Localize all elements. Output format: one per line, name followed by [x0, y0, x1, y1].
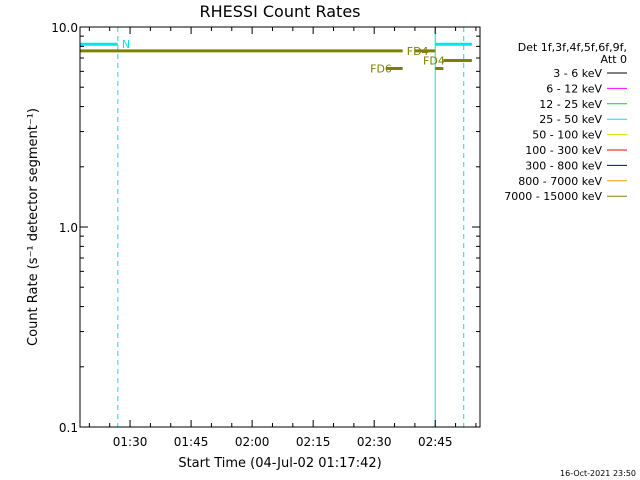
plot-area: N FD4 FD6 FD4 — [79, 27, 472, 427]
legend-entry-label: 3 - 6 keV — [553, 67, 602, 80]
x-tick-label: 02:30 — [357, 435, 392, 449]
x-tick-label: 01:30 — [113, 435, 148, 449]
annotation-label: FD4 — [423, 54, 445, 67]
legend-header: Det 1f,3f,4f,5f,6f,9f, — [518, 41, 627, 54]
chart-title: RHESSI Count Rates — [200, 2, 361, 21]
axes: 01:30 01:45 02:00 02:15 02:30 02:45 0.1 1.0 10.0 — [51, 21, 481, 449]
plot-frame — [79, 26, 481, 428]
legend-entry-label: 300 - 800 keV — [525, 159, 602, 172]
legend-entry-label: 25 - 50 keV — [539, 113, 602, 126]
y-tick-label: 10.0 — [51, 21, 78, 35]
annotation-label: N — [122, 38, 130, 51]
x-axis-label: Start Time (04-Jul-02 01:17:42) — [178, 456, 381, 471]
annotation-label: FD6 — [370, 63, 392, 76]
legend-entry-label: 800 - 7000 keV — [518, 175, 602, 188]
legend-entry-label: 7000 - 15000 keV — [504, 190, 602, 203]
x-tick-label: 02:45 — [418, 435, 453, 449]
y-axis-label: Count Rate (s⁻¹ detector segment⁻¹) — [26, 108, 41, 346]
legend-entry-label: 50 - 100 keV — [532, 129, 602, 142]
legend-entry-label: 100 - 300 keV — [525, 144, 602, 157]
y-tick-label: 0.1 — [59, 421, 78, 435]
y-tick-label: 1.0 — [59, 221, 78, 235]
x-tick-label: 01:45 — [174, 435, 209, 449]
x-tick-label: 02:15 — [296, 435, 331, 449]
annotation-label: FD4 — [407, 45, 429, 58]
legend-entry-label: 12 - 25 keV — [539, 98, 602, 111]
legend-entry-label: 6 - 12 keV — [546, 82, 602, 95]
x-tick-label: 02:00 — [235, 435, 270, 449]
legend-header: Att 0 — [601, 53, 627, 66]
legend: Det 1f,3f,4f,5f,6f,9f,Att 03 - 6 keV 6 - … — [504, 41, 627, 203]
timestamp: 16-Oct-2021 23:50 — [560, 469, 636, 478]
